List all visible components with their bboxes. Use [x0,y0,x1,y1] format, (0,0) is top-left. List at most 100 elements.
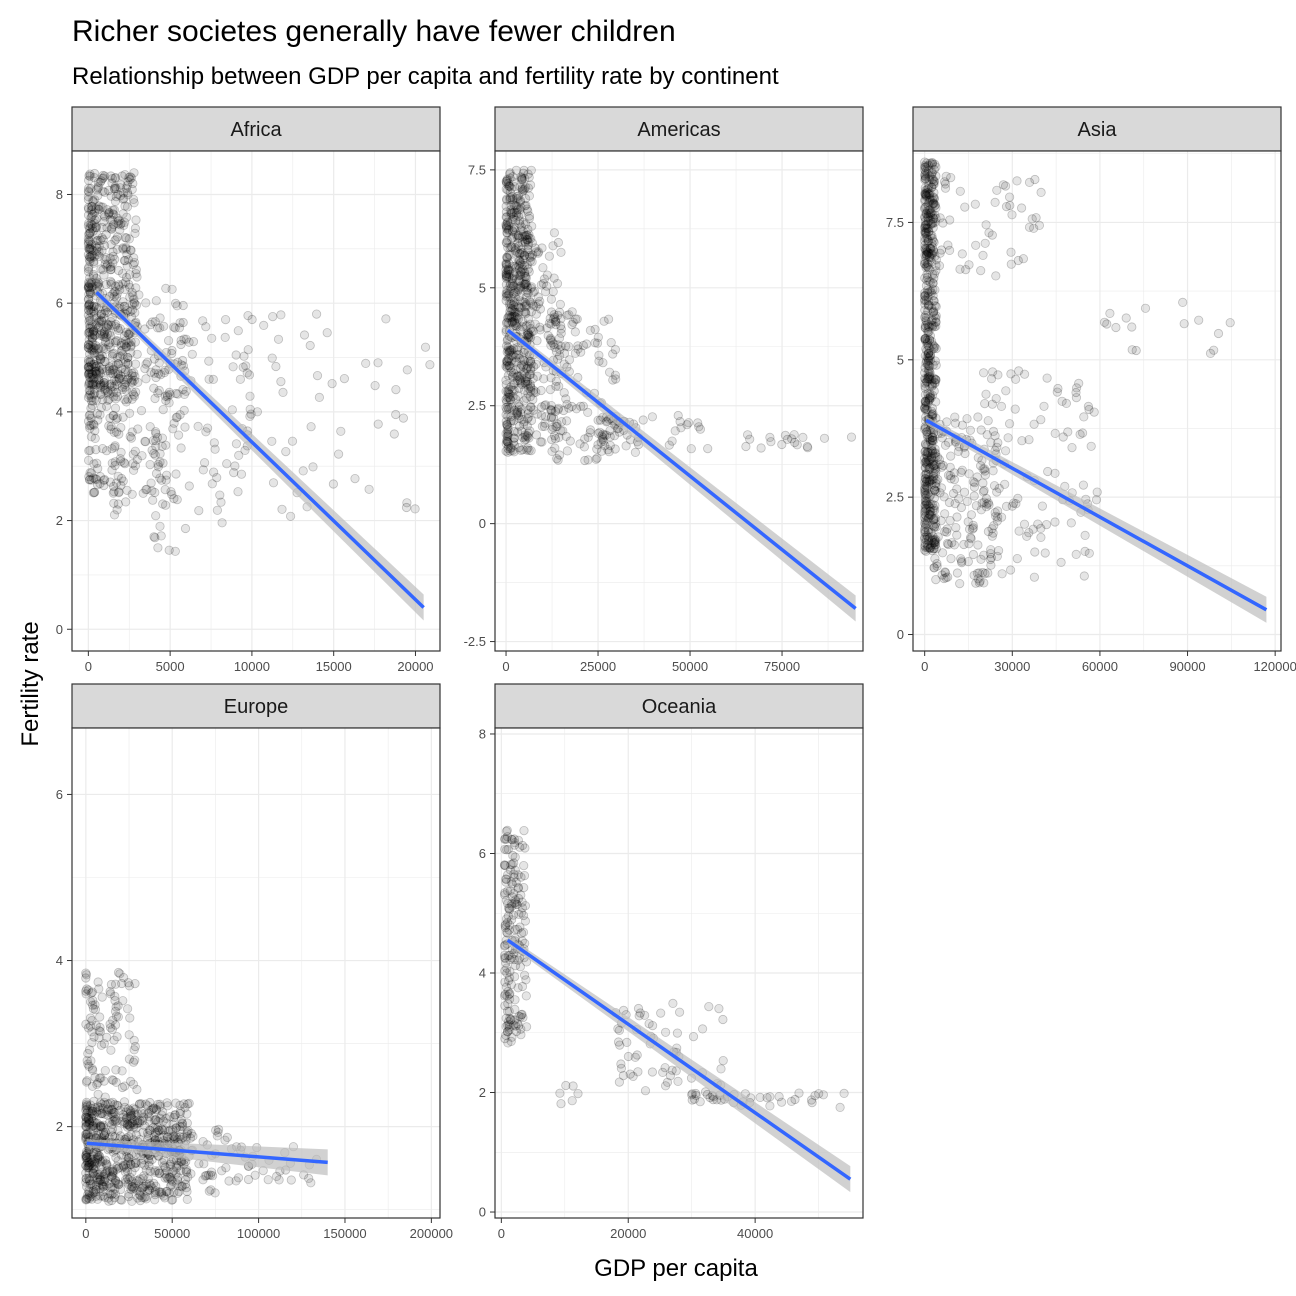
data-point [119,354,129,364]
data-point [402,365,412,375]
data-point [1066,518,1076,528]
x-tick-label: 15000 [316,659,352,674]
data-point [125,282,135,292]
data-point [389,429,399,439]
data-point [99,312,109,323]
data-point [83,243,94,253]
data-point [512,409,522,420]
data-point [227,405,237,415]
data-point [125,245,135,255]
y-tick-label: 2 [56,1119,63,1134]
data-point [98,173,109,183]
data-point [129,257,140,268]
data-point [97,233,107,243]
data-point [158,458,168,468]
data-point [93,304,104,314]
data-point [181,334,191,344]
data-point [113,1001,123,1011]
data-point [128,458,138,469]
data-point [120,459,130,469]
data-point [109,205,120,215]
data-point [575,401,586,411]
data-point [222,459,232,469]
data-point [951,522,961,533]
data-point [755,1092,765,1103]
data-point [1091,495,1102,505]
data-point [149,368,160,378]
data-point [506,350,516,360]
data-point [90,487,100,497]
data-point [120,364,130,374]
data-point [596,446,607,456]
data-point [235,374,245,384]
data-point [966,510,977,520]
data-point [87,302,97,312]
data-point [180,1103,190,1113]
data-point [96,309,106,319]
data-point [155,457,165,467]
data-point [145,459,155,470]
data-point [94,247,104,257]
data-point [120,1102,130,1113]
data-point [556,247,566,257]
data-point [502,253,512,263]
data-point [178,384,188,395]
data-point [504,903,514,914]
data-point [85,330,95,340]
data-point [126,342,136,352]
data-point [94,201,104,211]
data-point [102,307,112,317]
data-point [986,552,997,563]
data-point [100,474,110,485]
data-point [147,317,157,327]
data-point [84,218,94,228]
data-point [83,301,94,311]
data-point [244,370,255,380]
data-point [105,342,115,352]
data-point [107,312,117,323]
data-point [103,387,113,397]
data-point [520,307,531,317]
data-point [86,251,96,261]
data-point [565,436,575,446]
data-point [100,384,110,394]
data-point [87,344,97,354]
data-point [89,326,99,336]
data-point [425,360,435,370]
data-point [84,183,94,193]
data-point [952,530,962,540]
data-point [150,1186,161,1196]
data-point [102,323,112,333]
data-point [86,432,97,442]
data-point [1006,247,1016,257]
data-point [175,318,185,328]
data-point [155,313,165,323]
data-point [106,379,116,389]
data-point [130,978,140,989]
data-point [112,387,122,398]
data-point [110,173,120,183]
data-point [110,196,121,206]
data-point [84,285,94,295]
data-point [86,219,96,229]
data-point [89,342,99,353]
data-point [121,377,131,387]
data-point [519,825,529,836]
data-point [142,484,152,494]
data-point [970,199,980,209]
data-point [114,265,124,276]
data-point [130,223,140,233]
data-point [92,230,103,240]
data-point [502,886,513,896]
y-tick-label: 5 [479,280,486,295]
data-point [103,320,113,331]
data-point [85,252,95,262]
data-point [108,205,118,215]
data-point [88,324,98,334]
data-point [89,459,99,469]
data-point [505,394,515,404]
data-point [513,870,523,880]
data-point [160,391,170,401]
data-point [111,1153,121,1163]
data-point [84,281,94,292]
